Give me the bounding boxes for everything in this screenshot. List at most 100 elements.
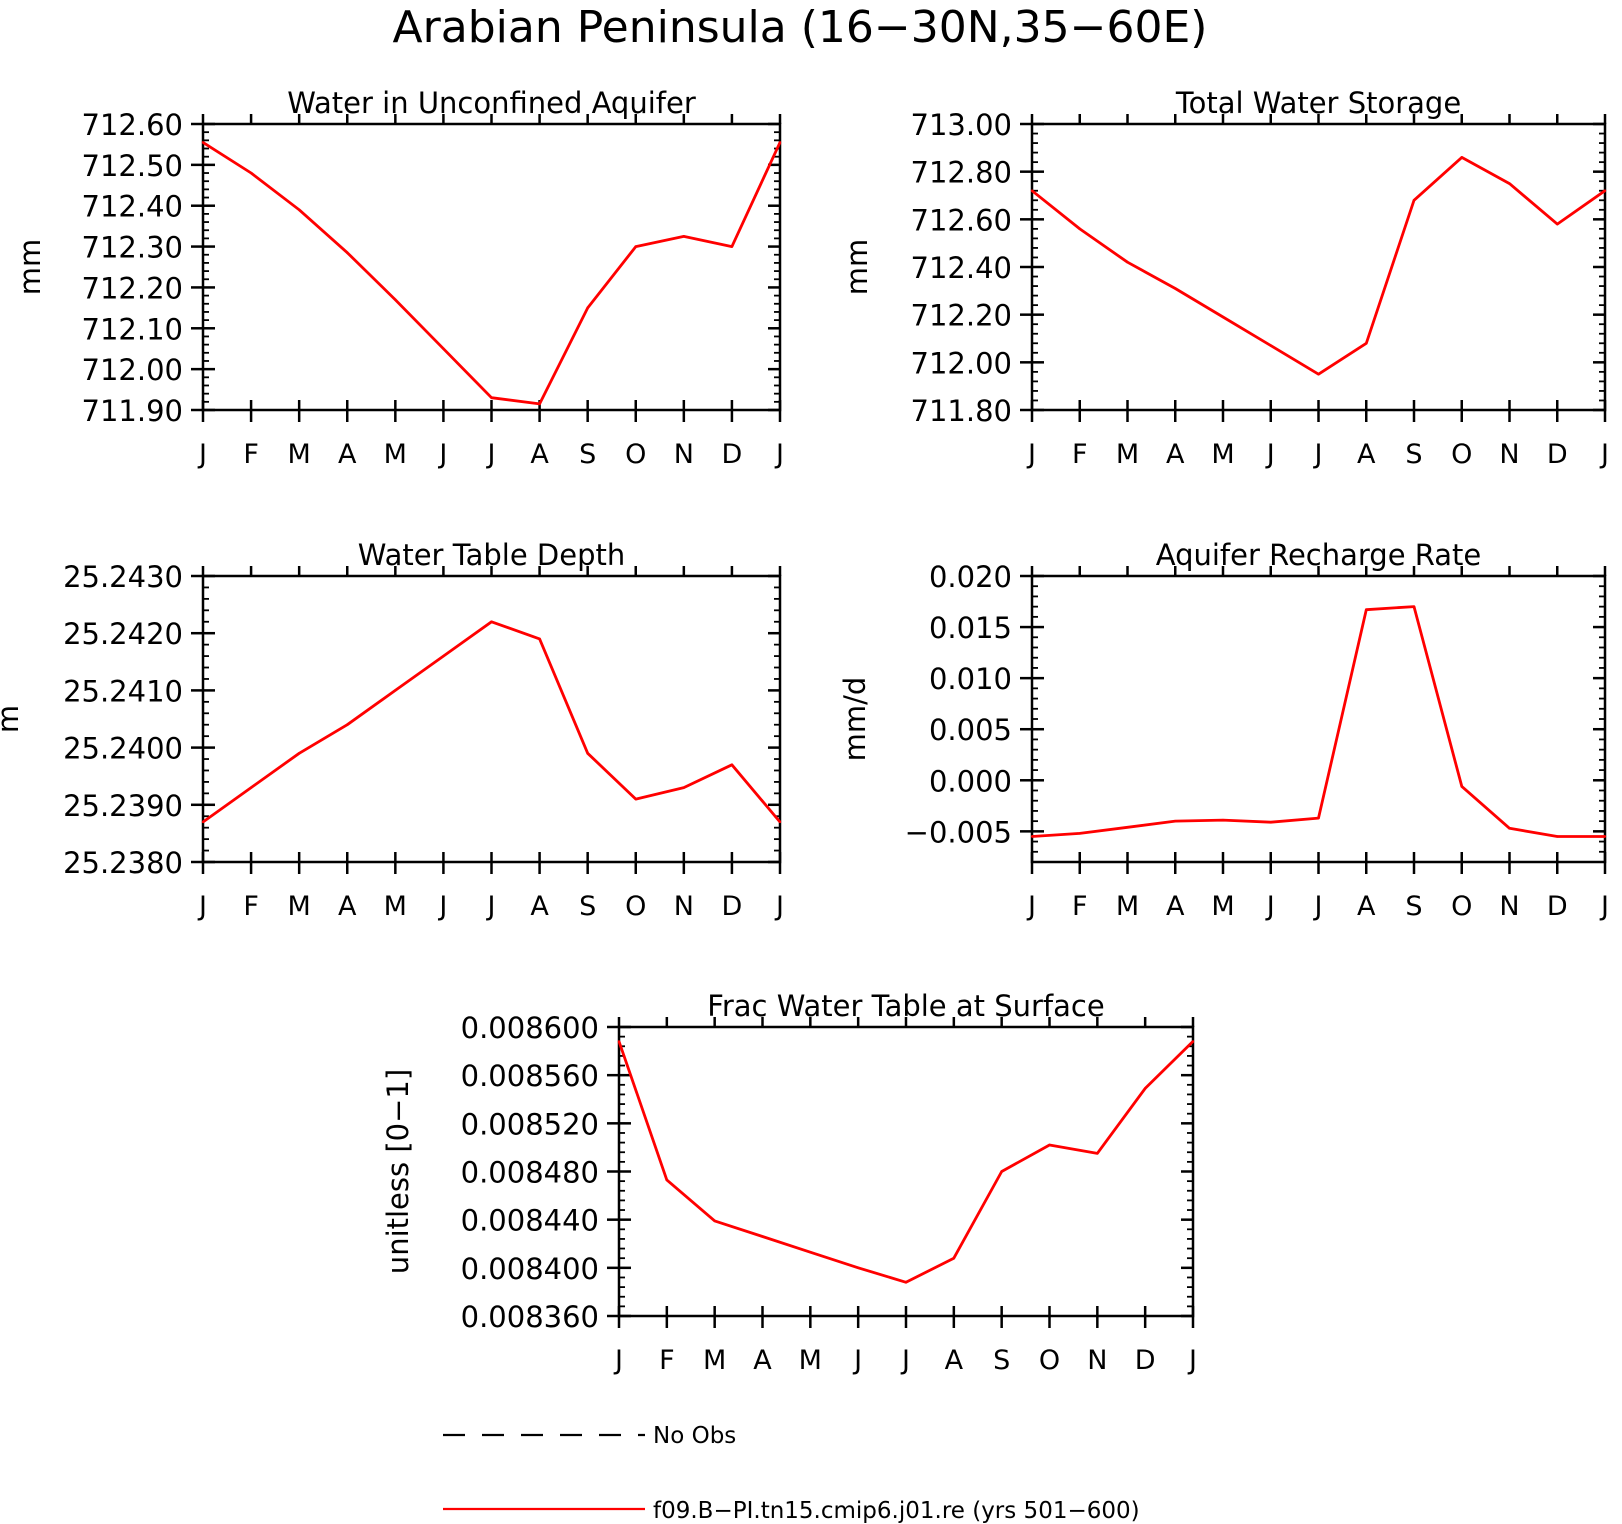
x-tick-label: J bbox=[1313, 439, 1323, 470]
y-tick-label: 25.2420 bbox=[63, 617, 183, 651]
data-point bbox=[346, 723, 349, 726]
legend: No Obs f09.B−PI.tn15.cmip6.j01.re (yrs 5… bbox=[443, 1423, 1140, 1524]
chart-panel-aquifer-recharge-rate: Aquifer Recharge Ratemm/d0.0200.0150.010… bbox=[838, 538, 1609, 922]
y-tick-label: 713.00 bbox=[911, 108, 1012, 142]
data-point bbox=[1365, 608, 1368, 611]
data-point bbox=[1078, 832, 1081, 835]
data-point bbox=[249, 171, 253, 175]
x-tick-label: M bbox=[288, 439, 311, 470]
data-point bbox=[1508, 182, 1511, 185]
x-tick-label: M bbox=[384, 439, 407, 470]
x-tick-label: N bbox=[674, 891, 694, 922]
x-tick-label: J bbox=[613, 1345, 623, 1376]
data-point bbox=[1269, 344, 1272, 347]
data-point bbox=[1191, 1040, 1195, 1043]
y-tick-label: 25.2400 bbox=[63, 732, 183, 766]
x-tick-label: N bbox=[1499, 891, 1519, 922]
x-tick-label: S bbox=[579, 891, 596, 922]
x-tick-label: O bbox=[625, 891, 646, 922]
data-point bbox=[1412, 605, 1416, 608]
data-point bbox=[904, 1281, 908, 1284]
chart-panels: Water in Unconfined Aquifermm712.60712.5… bbox=[0, 86, 1609, 1376]
x-tick-label: D bbox=[1135, 1345, 1156, 1376]
x-tick-label: J bbox=[900, 1345, 910, 1376]
chart-panel-total-water-storage: Total Water Storagemm713.00712.80712.607… bbox=[840, 86, 1609, 470]
x-tick-label: A bbox=[1166, 891, 1185, 922]
x-tick-label: F bbox=[1072, 891, 1088, 922]
y-tick-label: −0.005 bbox=[905, 815, 1012, 849]
x-tick-label: S bbox=[579, 439, 596, 470]
y-tick-label: 712.00 bbox=[911, 346, 1012, 380]
data-point bbox=[1221, 818, 1225, 822]
x-tick-label: M bbox=[288, 891, 311, 922]
y-tick-label: 0.005 bbox=[929, 713, 1012, 747]
data-point bbox=[634, 245, 637, 248]
y-axis-label: mm bbox=[13, 239, 47, 296]
x-tick-label: J bbox=[852, 1345, 862, 1376]
x-tick-label: F bbox=[243, 439, 259, 470]
data-point bbox=[490, 396, 493, 399]
y-tick-label: 25.2410 bbox=[63, 674, 183, 708]
y-tick-label: 712.80 bbox=[911, 156, 1012, 190]
data-point bbox=[1174, 287, 1177, 290]
series-line bbox=[1031, 155, 1606, 376]
data-point bbox=[778, 820, 782, 824]
data-point bbox=[297, 752, 301, 755]
data-point bbox=[1126, 826, 1129, 829]
y-tick-label: 0.020 bbox=[929, 560, 1012, 594]
data-point bbox=[490, 620, 493, 623]
y-tick-label: 0.008600 bbox=[461, 1011, 599, 1045]
y-tick-label: 0.010 bbox=[929, 662, 1012, 696]
data-point bbox=[1365, 342, 1368, 345]
x-tick-label: A bbox=[753, 1345, 772, 1376]
y-tick-label: 25.2380 bbox=[63, 846, 183, 880]
x-tick-label: D bbox=[722, 891, 743, 922]
plot-frame bbox=[617, 1025, 1195, 1318]
y-tick-label: 712.40 bbox=[82, 190, 183, 224]
x-tick-label: J bbox=[774, 439, 784, 470]
x-tick-label: A bbox=[338, 891, 357, 922]
y-axis-label: mm bbox=[840, 239, 874, 296]
data-point bbox=[682, 235, 686, 238]
data-point bbox=[1317, 816, 1320, 820]
data-point bbox=[634, 797, 637, 801]
data-point bbox=[442, 347, 445, 350]
x-tick-label: M bbox=[1116, 439, 1139, 470]
series-line bbox=[617, 1040, 1194, 1284]
data-point bbox=[538, 402, 541, 406]
x-tick-label: J bbox=[197, 439, 207, 470]
x-tick-label: J bbox=[486, 891, 496, 922]
y-tick-label: 712.50 bbox=[82, 149, 183, 183]
data-point bbox=[1174, 819, 1177, 823]
chart-panel-water-table-depth: Water Table Depthm25.243025.242025.24102… bbox=[0, 538, 784, 922]
plot-frame bbox=[201, 574, 782, 864]
y-tick-label: 0.008440 bbox=[461, 1204, 599, 1238]
chart-panel-water-in-unconfined-aquifer: Water in Unconfined Aquifermm712.60712.5… bbox=[13, 86, 784, 470]
data-point bbox=[682, 786, 686, 789]
data-point bbox=[346, 251, 349, 254]
data-point bbox=[394, 298, 397, 301]
x-tick-label: J bbox=[437, 891, 447, 922]
x-tick-label: M bbox=[799, 1345, 822, 1376]
data-point bbox=[1603, 835, 1607, 838]
plot-frame bbox=[201, 122, 782, 412]
data-point bbox=[201, 141, 205, 144]
y-tick-label: 0.008400 bbox=[461, 1252, 599, 1286]
x-tick-label: J bbox=[437, 439, 447, 470]
data-point bbox=[297, 208, 301, 211]
y-axis-label: mm/d bbox=[838, 677, 872, 762]
y-tick-label: 712.60 bbox=[911, 203, 1012, 237]
y-tick-label: 712.60 bbox=[82, 108, 183, 142]
x-tick-label: N bbox=[1499, 439, 1519, 470]
x-tick-label: O bbox=[1039, 1345, 1060, 1376]
x-tick-label: J bbox=[1026, 439, 1036, 470]
data-point bbox=[1556, 222, 1559, 226]
legend-no-obs-label: No Obs bbox=[653, 1423, 736, 1449]
x-tick-label: O bbox=[1451, 439, 1472, 470]
legend-model-label: f09.B−PI.tn15.cmip6.j01.re (yrs 501−600) bbox=[653, 1498, 1140, 1524]
x-tick-label: S bbox=[993, 1345, 1010, 1376]
x-tick-label: J bbox=[1313, 891, 1323, 922]
data-point bbox=[1048, 1143, 1051, 1147]
x-tick-label: F bbox=[243, 891, 259, 922]
